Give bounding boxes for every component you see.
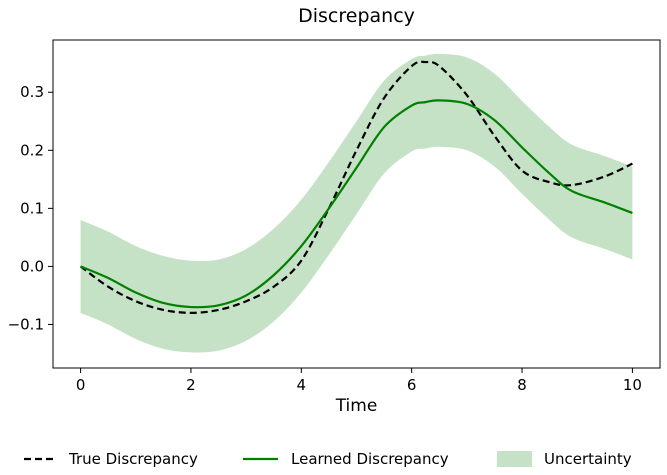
x-axis-label: Time [335, 396, 378, 416]
y-tick-label: 0.2 [20, 141, 44, 159]
x-tick-label: 6 [407, 376, 417, 394]
x-tick-label: 10 [623, 376, 642, 394]
y-tick-label: 0.1 [20, 199, 44, 217]
y-tick-label: 0.3 [20, 83, 44, 101]
y-tick-label: 0.0 [20, 257, 44, 275]
legend-uncertainty-label: Uncertainty [544, 450, 632, 468]
chart-title: Discrepancy [298, 5, 415, 27]
y-tick-label: −0.1 [8, 315, 44, 333]
x-tick-label: 4 [297, 376, 307, 394]
legend-true-label: True Discrepancy [68, 450, 198, 468]
x-tick-label: 2 [186, 376, 196, 394]
legend: True Discrepancy Learned Discrepancy Uncer… [24, 450, 632, 468]
x-tick-label: 8 [517, 376, 527, 394]
uncertainty-band [80, 53, 633, 353]
plot-frame [52, 39, 661, 369]
legend-uncertainty-swatch [497, 451, 532, 467]
legend-learned-label: Learned Discrepancy [291, 450, 449, 468]
true-discrepancy-line [79, 60, 633, 314]
learned-discrepancy-line [80, 99, 633, 309]
x-tick-label: 0 [76, 376, 86, 394]
